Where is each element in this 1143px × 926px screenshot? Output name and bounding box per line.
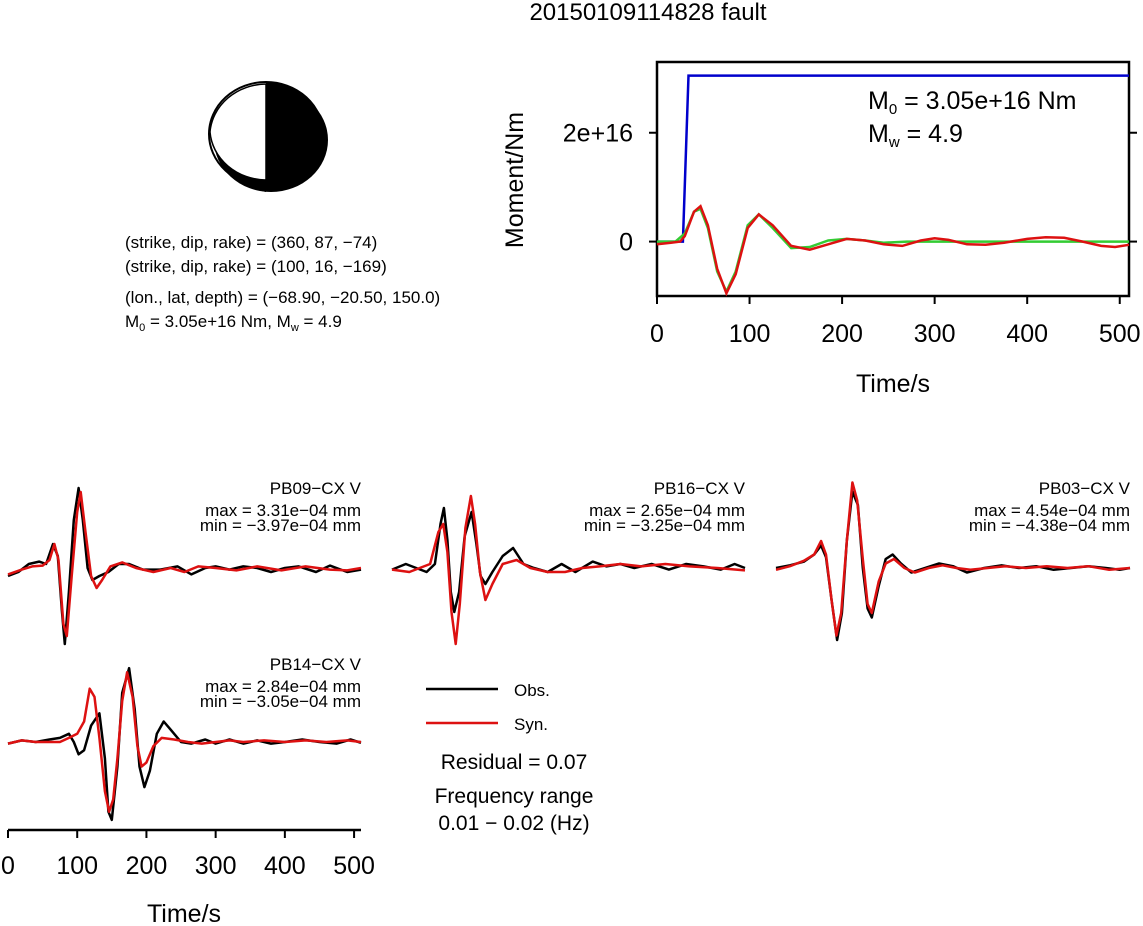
- figure-title: 20150109114828 fault: [529, 0, 766, 26]
- station-label: PB16−CX V: [654, 479, 746, 498]
- location-text: (lon., lat, depth) = (−68.90, −20.50, 15…: [125, 288, 440, 307]
- moment-m0-annotation: M0 = 3.05e+16 Nm: [868, 87, 1076, 118]
- nodal-plane-1-text: (strike, dip, rake) = (360, 87, −74): [125, 233, 377, 252]
- frequency-range-title: Frequency range: [435, 785, 594, 808]
- moment-y-tick-label: 0: [619, 229, 633, 257]
- residual-text: Residual = 0.07: [441, 751, 588, 774]
- waveform-x-tick-label: 300: [195, 852, 237, 880]
- waveform-trace-syn: [775, 481, 1131, 637]
- moment-mw-annotation: Mw = 4.9: [868, 120, 963, 151]
- beachball-icon: [208, 81, 328, 192]
- moment-y-axis-label: Moment/Nm: [501, 112, 529, 248]
- station-label: PB03−CX V: [1039, 479, 1131, 498]
- waveform-x-tick-label: 0: [1, 852, 15, 880]
- waveform-x-ticks: 0 100 200 300 400 500: [1, 830, 375, 880]
- min-label: min = −4.38e−04 mm: [969, 516, 1130, 535]
- moment-series-line-1: [657, 207, 1129, 295]
- moment-series-line-2: [656, 204, 1130, 297]
- nodal-plane-2-text: (strike, dip, rake) = (100, 16, −169): [125, 257, 387, 276]
- frequency-range-value: 0.01 − 0.02 (Hz): [438, 812, 589, 835]
- moment-x-tick-label: 200: [821, 320, 863, 348]
- waveform-panel-pb03: PB03−CX V max = 4.54e−04 mm min = −4.38e…: [775, 479, 1131, 642]
- moment-chart-frame: [655, 60, 1131, 298]
- waveform-x-tick-label: 400: [264, 852, 306, 880]
- max-label: max = 2.65e−04 mm: [589, 501, 745, 520]
- moment-x-tick-label: 500: [1099, 320, 1141, 348]
- waveform-trace-obs: [7, 666, 362, 822]
- moment-x-tick-label: 100: [729, 320, 771, 348]
- moment-y-ticks: 0 2e+16: [563, 120, 1137, 257]
- legend-obs-label: Obs.: [514, 681, 550, 700]
- max-label: max = 2.84e−04 mm: [205, 677, 361, 696]
- legend: Obs. Syn. Residual = 0.07 Frequency rang…: [426, 681, 593, 835]
- min-label: min = −3.25e−04 mm: [584, 516, 745, 535]
- waveform-panel-pb09: PB09−CX V max = 3.31e−04 mm min = −3.97e…: [7, 479, 362, 646]
- waveform-x-tick-label: 200: [126, 852, 168, 880]
- waveform-x-tick-label: 100: [56, 852, 98, 880]
- waveform-panel-pb14: PB14−CX V max = 2.84e−04 mm min = −3.05e…: [7, 655, 362, 822]
- min-label: min = −3.97e−04 mm: [200, 516, 361, 535]
- max-label: max = 4.54e−04 mm: [974, 501, 1130, 520]
- waveform-trace-syn: [391, 494, 746, 646]
- moment-chart: 0 100 200 300 400 500 0 2e+16 Time/s Moment/Nm…: [501, 60, 1141, 398]
- min-label: min = −3.05e−04 mm: [200, 692, 361, 711]
- station-label: PB09−CX V: [270, 479, 362, 498]
- moment-x-tick-label: 300: [914, 320, 956, 348]
- waveform-trace-syn: [7, 671, 362, 813]
- moment-x-axis-label: Time/s: [856, 370, 930, 398]
- magnitude-text: M0 = 3.05e+16 Nm, Mw = 4.9: [125, 312, 342, 334]
- waveform-x-axis-label: Time/s: [147, 900, 221, 926]
- legend-syn-label: Syn.: [514, 715, 548, 734]
- waveform-x-axis: 0 100 200 300 400 500 Time/s: [1, 828, 375, 926]
- waveform-x-tick-label: 500: [333, 852, 375, 880]
- moment-x-tick-label: 400: [1006, 320, 1048, 348]
- station-label: PB14−CX V: [270, 655, 362, 674]
- moment-x-tick-label: 0: [650, 320, 664, 348]
- waveform-panel-pb16: PB16−CX V max = 2.65e−04 mm min = −3.25e…: [391, 479, 746, 646]
- moment-x-ticks: 0 100 200 300 400 500: [650, 296, 1141, 348]
- max-label: max = 3.31e−04 mm: [205, 501, 361, 520]
- moment-series-group: [656, 74, 1130, 297]
- waveform-trace-syn: [7, 490, 362, 638]
- moment-y-tick-label: 2e+16: [563, 120, 633, 148]
